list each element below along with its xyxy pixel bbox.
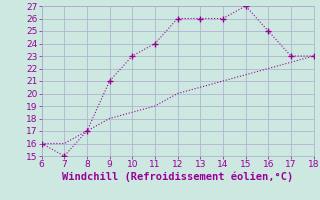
X-axis label: Windchill (Refroidissement éolien,°C): Windchill (Refroidissement éolien,°C): [62, 172, 293, 182]
